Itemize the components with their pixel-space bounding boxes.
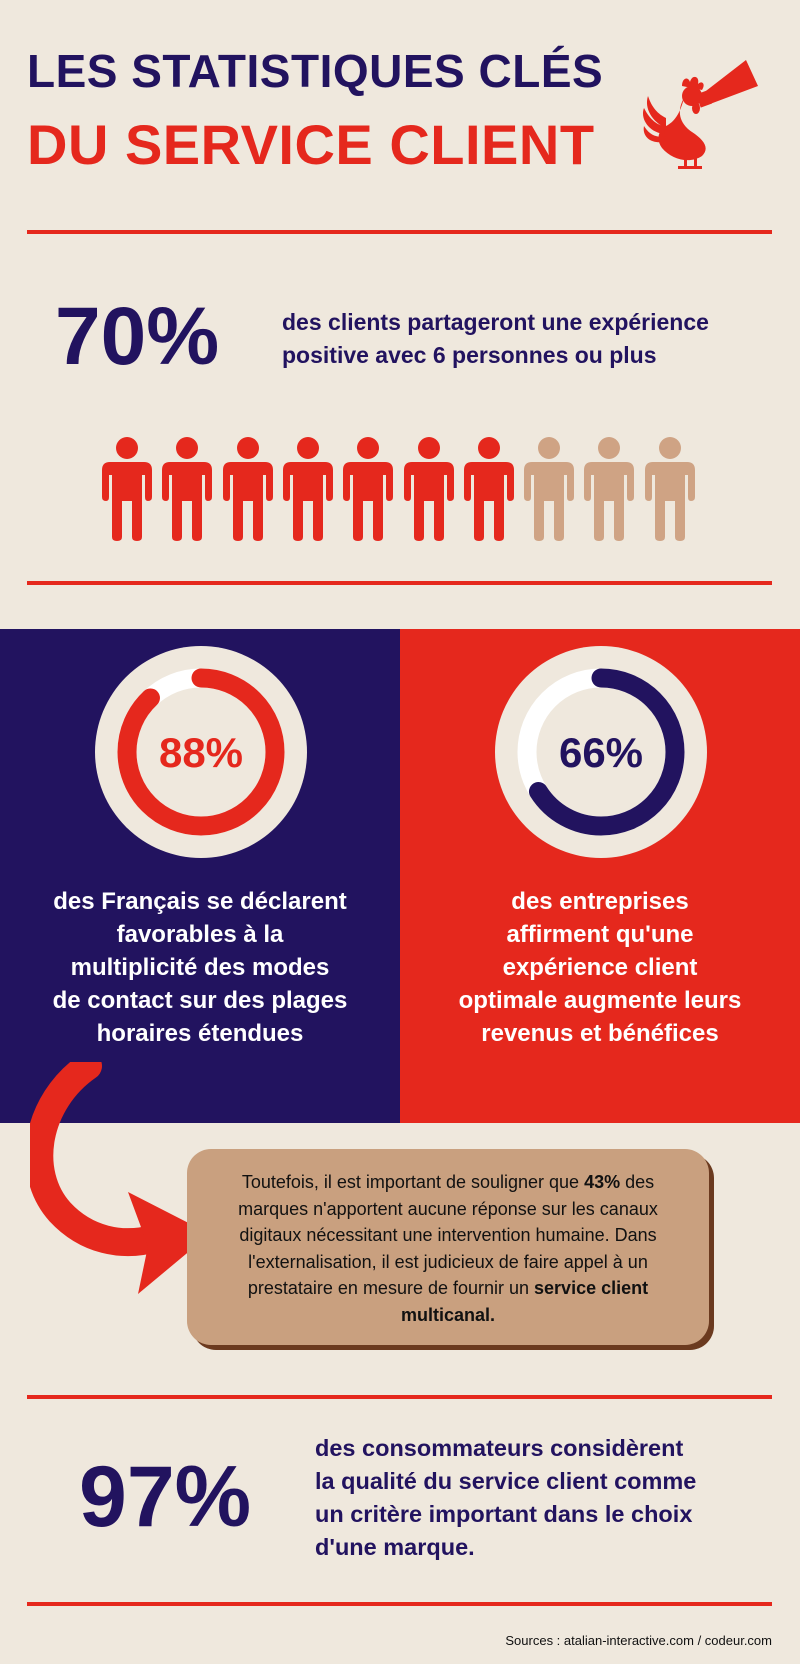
stat-97-line: des consommateurs considèrent — [315, 1435, 684, 1461]
callout-highlight-multicanal: service client multicanal. — [400, 1278, 649, 1325]
panel-right-line: affirment qu'une — [506, 921, 694, 948]
stat-97-value: 97% — [79, 1449, 252, 1545]
panel-left: 88% des Français se déclarent favorables… — [0, 629, 400, 1123]
title-line-2: DU SERVICE CLIENT — [27, 113, 595, 176]
donut-66-arc — [517, 668, 685, 836]
person-icon — [162, 437, 213, 541]
person-icon — [644, 437, 695, 541]
callout-highlight-43: 43% — [584, 1172, 621, 1192]
panel-right-line: expérience client — [502, 954, 698, 981]
panel-right: 66% des entreprises affirment qu'une exp… — [400, 629, 800, 1123]
stat-70-text: des clients partageront une expérience p… — [282, 306, 782, 372]
panel-left-line: horaires étendues — [96, 1020, 304, 1047]
people-row — [100, 437, 700, 543]
divider-lower — [27, 1395, 772, 1399]
divider-mid — [27, 581, 772, 585]
person-icon — [403, 437, 454, 541]
person-icon — [584, 437, 635, 541]
panel-left-line: des Français se déclarent — [53, 888, 347, 915]
donut-88 — [95, 646, 307, 858]
callout-text: Toutefois, il est important de souligner… — [241, 1172, 585, 1192]
stat-97-line: un critère important dans le choix — [315, 1501, 693, 1527]
curved-arrow-icon — [30, 1062, 210, 1294]
title-line-1: LES STATISTIQUES CLÉS — [27, 45, 604, 97]
person-icon — [343, 437, 394, 541]
panel-left-line: favorables à la — [116, 921, 284, 948]
callout-box: Toutefois, il est important de souligner… — [187, 1149, 709, 1345]
stat-97-line: la qualité du service client comme — [315, 1468, 697, 1494]
donut-66 — [495, 646, 707, 858]
donut-88-arc — [117, 668, 285, 836]
panel-left-line: multiplicité des modes — [70, 954, 330, 981]
stat-97-text: des consommateurs considèrent la qualité… — [315, 1432, 785, 1564]
person-icon — [282, 437, 333, 541]
panel-left-line: de contact sur des plages — [52, 987, 348, 1014]
stat-70-text-line1: des clients partageront une expérience — [282, 309, 709, 335]
panel-right-line: des entreprises — [511, 888, 689, 915]
person-icon — [222, 437, 273, 541]
person-icon — [463, 437, 514, 541]
panel-right-line: optimale augmente leurs — [458, 987, 742, 1014]
divider-top — [27, 230, 772, 234]
panel-left-text: des Français se déclarent favorables à l… — [20, 885, 380, 1050]
stat-70-value: 70% — [55, 291, 220, 382]
rooster-megaphone-icon — [642, 60, 758, 169]
person-icon — [102, 437, 152, 541]
stat-97-line: d'une marque. — [315, 1534, 475, 1560]
divider-bottom — [27, 1602, 772, 1606]
stat-70-text-line2: positive avec 6 personnes ou plus — [282, 342, 657, 368]
person-icon — [524, 437, 575, 541]
callout-text: des marques n'apportent aucune réponse s… — [238, 1172, 658, 1298]
panel-right-text: des entreprises affirment qu'une expérie… — [420, 885, 780, 1050]
stat-66-value: 66% — [558, 729, 644, 776]
panel-right-line: revenus et bénéfices — [481, 1020, 719, 1047]
sources-text: Sources : atalian-interactive.com / code… — [505, 1633, 772, 1648]
stat-88-value: 88% — [158, 729, 244, 776]
